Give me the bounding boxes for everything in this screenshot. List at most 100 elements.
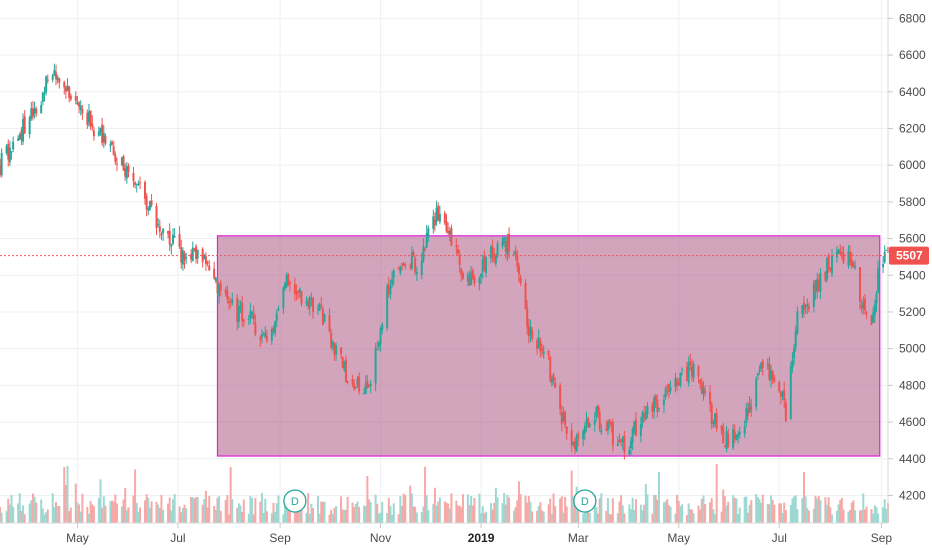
volume-bar bbox=[358, 506, 361, 523]
candle-body bbox=[883, 251, 886, 263]
candle-body bbox=[134, 182, 137, 185]
candle-body bbox=[272, 327, 275, 332]
volume-bar bbox=[391, 514, 394, 523]
volume-bar bbox=[524, 495, 527, 523]
volume-bar bbox=[28, 503, 31, 523]
volume-bar bbox=[793, 496, 796, 523]
volume-bar bbox=[264, 498, 267, 523]
volume-bar bbox=[448, 508, 451, 523]
volume-bar bbox=[41, 508, 44, 523]
candle-body bbox=[519, 277, 522, 284]
volume-bar bbox=[295, 505, 298, 523]
candle-body bbox=[657, 408, 660, 410]
candle-body bbox=[318, 304, 321, 311]
candle-body bbox=[812, 283, 815, 307]
candle-body bbox=[76, 102, 79, 104]
candle-body bbox=[457, 249, 460, 254]
volume-bar bbox=[570, 470, 573, 523]
volume-bar bbox=[74, 483, 77, 523]
candlestick-series bbox=[0, 63, 889, 460]
volume-bar bbox=[20, 510, 23, 523]
volume-bar bbox=[369, 502, 372, 523]
candle-body bbox=[839, 251, 842, 255]
time-axis[interactable]: May Jul Sep Nov 2019 Mar May Jul Sep bbox=[66, 523, 892, 545]
volume-bar bbox=[251, 497, 254, 523]
volume-bar bbox=[870, 508, 873, 523]
candle-body bbox=[7, 143, 10, 160]
candle-body bbox=[22, 118, 25, 142]
volume-bar bbox=[12, 506, 15, 523]
volume-bar bbox=[646, 494, 649, 523]
candle-body bbox=[155, 205, 158, 228]
candle-body bbox=[53, 70, 56, 76]
volume-bar bbox=[480, 513, 483, 523]
volume-bar bbox=[608, 513, 611, 523]
candle-body bbox=[33, 107, 36, 114]
candle-body bbox=[807, 306, 810, 310]
volume-bar bbox=[399, 495, 402, 523]
volume-bar bbox=[816, 498, 819, 523]
volume-bar bbox=[781, 512, 784, 523]
candle-body bbox=[779, 391, 782, 397]
volume-bar bbox=[260, 493, 263, 523]
candle-body bbox=[74, 96, 77, 101]
volume-bar bbox=[814, 495, 817, 523]
volume-bar bbox=[501, 503, 504, 523]
candle-body bbox=[605, 428, 608, 430]
volume-bar bbox=[746, 512, 749, 523]
volume-bar bbox=[542, 511, 545, 523]
volume-bar bbox=[704, 503, 707, 523]
candle-body bbox=[109, 144, 112, 146]
candle-body bbox=[216, 280, 219, 294]
volume-bar bbox=[366, 475, 369, 523]
volume-bar bbox=[577, 509, 580, 523]
price-tick-label: 6400 bbox=[899, 85, 926, 99]
volume-bar bbox=[63, 467, 66, 523]
volume-bar bbox=[86, 506, 89, 523]
candle-body bbox=[470, 272, 473, 285]
candle-body bbox=[850, 259, 853, 267]
candle-body bbox=[356, 378, 359, 386]
candle-body bbox=[114, 154, 117, 162]
candle-body bbox=[433, 219, 436, 226]
candle-body bbox=[549, 356, 552, 381]
candle-body bbox=[323, 314, 326, 322]
candle-body bbox=[124, 167, 127, 177]
candle-body bbox=[758, 369, 761, 372]
volume-bar bbox=[610, 514, 613, 523]
candle-body bbox=[404, 264, 407, 266]
volume-bar bbox=[443, 501, 446, 523]
candle-body bbox=[251, 311, 254, 315]
candle-body bbox=[761, 361, 764, 368]
volume-bar bbox=[101, 508, 104, 523]
volume-bar bbox=[8, 504, 11, 523]
candle-body bbox=[577, 434, 580, 439]
candle-body bbox=[447, 230, 450, 233]
price-tick-label: 4400 bbox=[899, 452, 926, 466]
volume-bar bbox=[341, 509, 344, 523]
candle-body bbox=[78, 102, 81, 107]
candle-body bbox=[610, 421, 613, 425]
candle-body bbox=[249, 311, 252, 319]
candle-body bbox=[480, 274, 483, 278]
candle-body bbox=[493, 254, 496, 262]
candle-body bbox=[92, 130, 95, 137]
candle-body bbox=[143, 182, 146, 199]
candle-body bbox=[547, 350, 550, 356]
candle-body bbox=[35, 108, 38, 114]
candle-body bbox=[139, 182, 142, 184]
candle-body bbox=[720, 425, 723, 431]
candle-body bbox=[86, 112, 89, 125]
candle-body bbox=[91, 123, 94, 128]
candle-body bbox=[376, 348, 379, 350]
candle-body bbox=[496, 243, 499, 257]
volume-bar bbox=[865, 506, 868, 523]
volume-bar bbox=[312, 508, 315, 523]
volume-bar bbox=[748, 504, 751, 523]
volume-bar bbox=[218, 496, 221, 523]
volume-bar bbox=[827, 497, 830, 523]
time-tick-label: Mar bbox=[568, 531, 589, 545]
price-axis[interactable]: 4200 4400 4600 4800 5000 5200 5400 5600 5800 6000… bbox=[888, 11, 926, 502]
